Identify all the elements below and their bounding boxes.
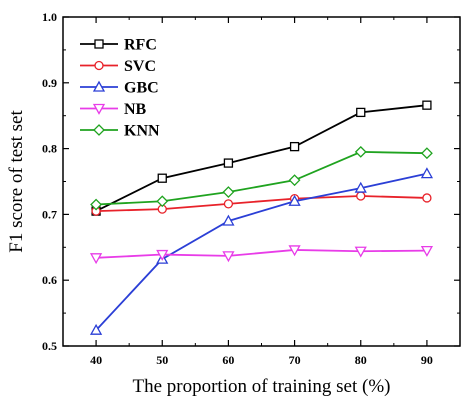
data-point-nb [420, 245, 434, 257]
y-tick-label: 0.5 [42, 339, 57, 353]
x-tick-label: 70 [289, 353, 301, 367]
chart-marks [89, 100, 434, 335]
series-line-gbc [95, 172, 428, 331]
data-point-gbc [420, 167, 434, 179]
legend-label-gbc: GBC [124, 80, 159, 97]
legend-marker-nb [92, 103, 106, 115]
data-point-nb [156, 249, 169, 261]
y-tick-label: 0.9 [42, 76, 57, 90]
x-tick-label: 40 [90, 353, 102, 367]
data-point-knn [288, 174, 301, 187]
data-point-nb [89, 253, 103, 265]
x-tick-label: 90 [421, 353, 433, 367]
y-tick-label: 0.7 [42, 207, 57, 221]
series-line-rfc [95, 104, 428, 212]
legend-marker-gbc [92, 80, 106, 92]
data-point-gbc [222, 214, 235, 226]
data-point-knn [420, 147, 433, 160]
chart-legend: RFC SVC GBC NB KNN [80, 37, 160, 140]
x-tick-label: 50 [156, 353, 168, 367]
legend-label-knn: KNN [124, 123, 160, 140]
data-point-svc [356, 191, 366, 201]
y-tick-label: 0.8 [42, 142, 57, 156]
data-point-knn [156, 195, 169, 208]
legend-label-svc: SVC [124, 58, 156, 75]
legend-marker-knn [93, 124, 105, 136]
data-point-gbc [89, 323, 103, 335]
data-point-svc [422, 193, 432, 203]
legend-marker-svc [94, 60, 104, 71]
chart-axes: 0.5 0.6 0.7 0.8 0.9 1.0 40 50 60 70 80 90 [42, 10, 461, 367]
data-point-nb [354, 246, 367, 258]
data-point-rfc [356, 107, 366, 118]
legend-marker-rfc [94, 39, 104, 49]
data-point-nb [222, 251, 235, 263]
y-tick-label: 1.0 [42, 10, 57, 24]
legend-label-nb: NB [124, 101, 147, 118]
data-point-gbc [354, 181, 367, 193]
data-point-svc [223, 199, 234, 209]
data-point-knn [90, 198, 103, 211]
y-tick-label: 0.6 [42, 273, 57, 287]
data-point-knn [354, 145, 367, 158]
data-point-knn [222, 186, 235, 198]
x-tick-label: 80 [355, 353, 367, 367]
data-point-nb [288, 245, 301, 257]
y-axis-title: F1 score of test set [6, 110, 27, 253]
data-point-gbc [288, 194, 301, 206]
series-line-svc [96, 195, 427, 213]
series-line-knn [96, 150, 427, 206]
data-point-rfc [157, 173, 167, 183]
data-point-rfc [422, 100, 432, 110]
x-axis-title: The proportion of training set (%) [132, 376, 390, 397]
data-point-rfc [223, 158, 234, 168]
x-tick-label: 60 [222, 353, 234, 367]
legend-label-rfc: RFC [124, 37, 157, 54]
series-line-nb [96, 249, 427, 259]
data-point-rfc [289, 141, 300, 152]
